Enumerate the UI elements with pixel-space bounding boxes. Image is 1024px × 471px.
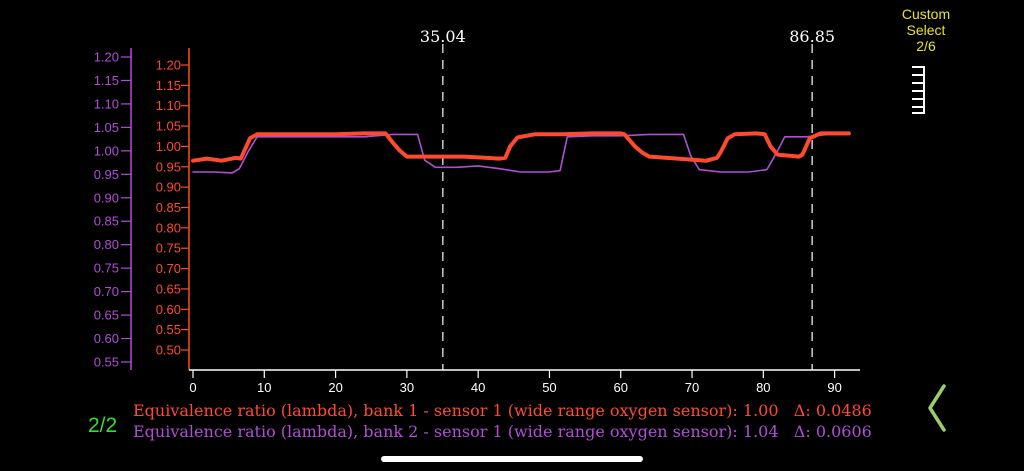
x-tick-label: 70	[685, 380, 699, 395]
right-y-tick-label: 0.55	[156, 322, 181, 337]
legend-series-1[interactable]: Equivalence ratio (lambda), bank 1 - sen…	[133, 401, 872, 420]
legend-series-2[interactable]: Equivalence ratio (lambda), bank 2 - sen…	[133, 422, 872, 441]
custom-select-mode-label[interactable]: Custom Select 2/6	[886, 6, 966, 54]
right-y-tick-label: 0.70	[156, 261, 181, 276]
right-y-tick-label: 1.10	[156, 98, 181, 113]
right-y-tick-label: 1.00	[156, 139, 181, 154]
mode-line-3: 2/6	[916, 38, 936, 54]
right-y-tick-label: 0.90	[156, 180, 181, 195]
series-layer	[191, 131, 851, 174]
tick-ruler-icon[interactable]	[906, 64, 930, 116]
left-y-tick-label: 1.00	[94, 143, 119, 158]
mode-line-2: Select	[906, 22, 946, 38]
right-y-tick-label: 0.60	[156, 302, 181, 317]
cursor-label-1: 35.04	[420, 27, 466, 46]
x-tick-label: 30	[400, 380, 414, 395]
left-y-tick-label: 1.20	[94, 50, 119, 65]
legend-series-2-delta: Δ: 0.0606	[793, 422, 872, 441]
right-y-tick-label: 0.65	[156, 281, 181, 296]
left-y-tick-label: 0.75	[94, 261, 119, 276]
left-y-tick-label: 0.85	[94, 214, 119, 229]
series-1-line	[191, 131, 851, 163]
series-2-line	[192, 133, 850, 174]
left-y-tick-label: 1.15	[94, 73, 119, 88]
home-indicator[interactable]	[381, 456, 643, 462]
right-y-tick-label: 0.50	[156, 343, 181, 358]
legend-series-2-value: 1.04	[742, 422, 779, 441]
page-indicator: 2/2	[88, 414, 118, 437]
left-y-tick-label: 1.05	[94, 120, 119, 135]
legend-series-2-name: Equivalence ratio (lambda), bank 2 - sen…	[133, 422, 733, 441]
x-tick-label: 60	[614, 380, 628, 395]
right-y-tick-label: 1.20	[156, 58, 181, 73]
x-tick-label: 10	[257, 380, 271, 395]
left-y-tick-label: 0.95	[94, 167, 119, 182]
legend-series-1-delta: Δ: 0.0486	[793, 401, 872, 420]
left-y-tick-label: 0.70	[94, 284, 119, 299]
legend-series-1-value: 1.00	[742, 401, 779, 420]
right-y-tick-label: 0.80	[156, 220, 181, 235]
x-tick-label: 20	[328, 380, 342, 395]
right-y-tick-label: 0.95	[156, 159, 181, 174]
left-y-tick-label: 0.80	[94, 237, 119, 252]
right-y-tick-label: 1.05	[156, 119, 181, 134]
x-tick-label: 40	[471, 380, 485, 395]
x-tick-label: 80	[756, 380, 770, 395]
chart-legend: Equivalence ratio (lambda), bank 1 - sen…	[133, 400, 872, 442]
mode-line-1: Custom	[901, 6, 951, 22]
left-y-tick-label: 0.55	[94, 355, 119, 370]
cursor-layer: 35.04 86.85	[420, 27, 835, 370]
x-tick-label: 50	[542, 380, 556, 395]
axes-layer: 0.55 0.60 0.65 0.70 0.75 0.80 0.85 0.90 0.95 1.00…	[94, 48, 860, 395]
x-tick-label: 90	[827, 380, 841, 395]
x-tick-label: 0	[189, 380, 196, 395]
left-y-tick-label: 0.65	[94, 308, 119, 323]
left-y-tick-label: 0.90	[94, 190, 119, 205]
right-y-tick-label: 1.15	[156, 78, 181, 93]
right-y-tick-label: 0.85	[156, 200, 181, 215]
left-y-tick-label: 1.10	[94, 96, 119, 111]
right-y-tick-label: 0.75	[156, 241, 181, 256]
left-y-tick-label: 0.60	[94, 331, 119, 346]
chevron-left-icon[interactable]	[920, 384, 954, 432]
cursor-label-2: 86.85	[789, 27, 835, 46]
legend-series-1-name: Equivalence ratio (lambda), bank 1 - sen…	[133, 401, 733, 420]
